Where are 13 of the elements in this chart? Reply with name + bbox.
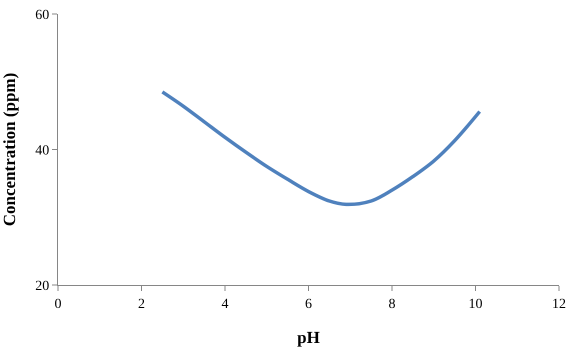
y-axis-title: Concentration (ppm) bbox=[0, 72, 19, 226]
y-tick-label: 40 bbox=[35, 143, 50, 158]
y-tick-label: 20 bbox=[35, 278, 50, 294]
line-series bbox=[160, 90, 482, 206]
x-axis-title: pH bbox=[297, 328, 320, 348]
x-tick-label: 4 bbox=[222, 296, 228, 312]
x-tick-label: 8 bbox=[388, 296, 396, 312]
y-tick-label: 60 bbox=[35, 8, 50, 23]
x-tick-label: 12 bbox=[552, 296, 566, 312]
x-tick-label: 10 bbox=[468, 296, 482, 312]
x-tick-label: 0 bbox=[54, 296, 62, 312]
x-tick-label: 6 bbox=[305, 296, 312, 312]
x-tick-label: 2 bbox=[138, 296, 145, 312]
